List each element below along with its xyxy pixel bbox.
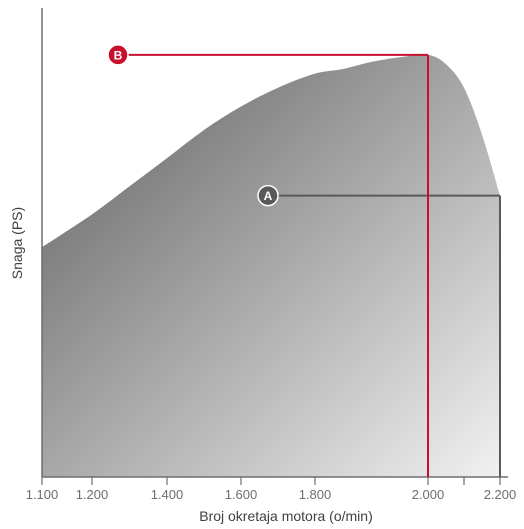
marker-b-badge [107, 44, 129, 66]
marker-b-label: B [114, 48, 123, 62]
x-tick-label: 2.200 [484, 487, 517, 502]
y-axis-label: Snaga (PS) [9, 207, 25, 279]
power-area [42, 54, 500, 477]
marker-a-badge [257, 184, 279, 207]
marker-a-label: A [264, 189, 273, 203]
x-tick-label: 1.800 [299, 487, 332, 502]
x-tick-label: 1.100 [26, 487, 59, 502]
x-tick-label: 1.200 [76, 487, 109, 502]
x-tick-label: 1.600 [225, 487, 258, 502]
x-axis-ticks: 1.100 1.200 1.400 1.600 1.800 2.000 2.200 [26, 477, 517, 502]
reference-markers: AB [107, 44, 501, 477]
x-tick-label: 2.000 [412, 487, 445, 502]
x-tick-label: 1.400 [151, 487, 184, 502]
x-axis-label: Broj okretaja motora (o/min) [199, 508, 373, 524]
